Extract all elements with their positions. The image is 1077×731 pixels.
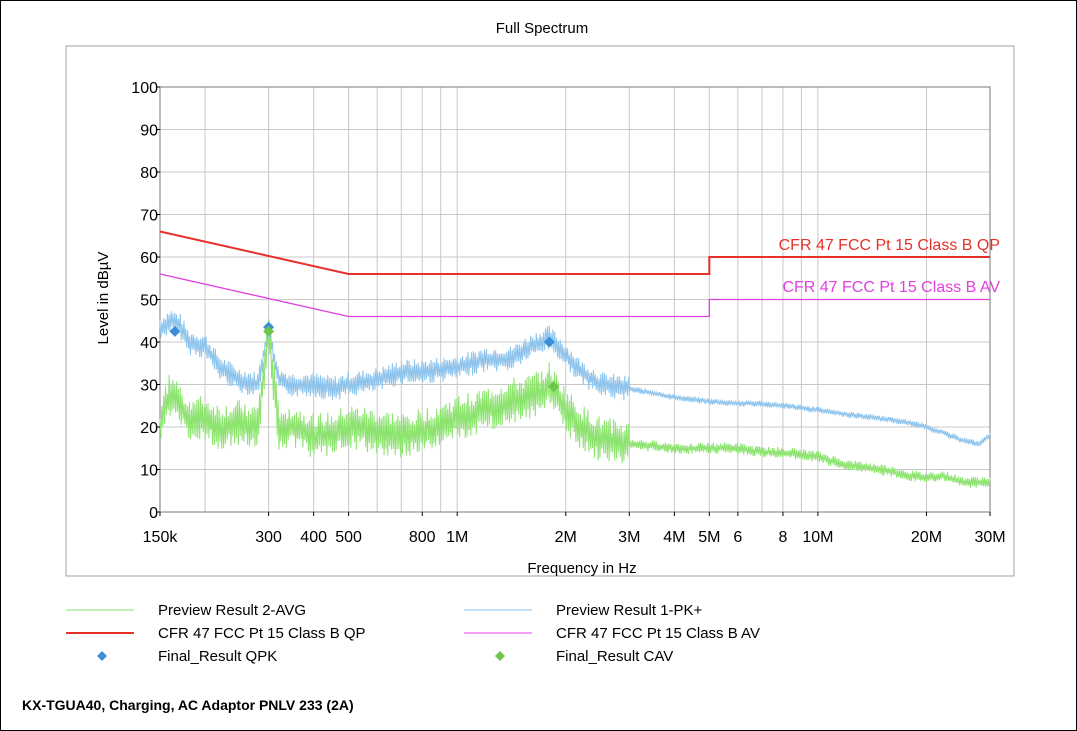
- y-tick-label: 80: [140, 165, 158, 182]
- legend-label: Final_Result QPK: [158, 648, 277, 665]
- legend-label: CFR 47 FCC Pt 15 Class B QP: [158, 625, 366, 642]
- final-result-markers: [169, 321, 560, 393]
- legend-label: Preview Result 1-PK+: [556, 602, 703, 619]
- y-tick-label: 0: [149, 505, 158, 522]
- x-tick-label: 1M: [446, 529, 468, 546]
- trace-0: [159, 311, 991, 448]
- y-tick-label: 70: [140, 208, 158, 225]
- x-tick-label: 300: [255, 529, 282, 546]
- legend-swatch-diamond: [495, 651, 505, 661]
- x-tick-label: 2M: [555, 529, 577, 546]
- y-tick-label: 60: [140, 250, 158, 267]
- trace-1: [159, 319, 991, 489]
- chart-panel: [65, 45, 1015, 577]
- av-limit-line: [159, 273, 990, 318]
- x-tick-label: 400: [300, 529, 327, 546]
- result-marker: [263, 325, 275, 337]
- x-tick-label: 150k: [143, 529, 179, 546]
- x-tick-label: 500: [335, 529, 362, 546]
- x-tick-label: 10M: [802, 529, 833, 546]
- y-tick-label: 20: [140, 420, 158, 437]
- limit-lines: [159, 230, 990, 318]
- x-tick-label: 30M: [974, 529, 1005, 546]
- qp-limit-label: CFR 47 FCC Pt 15 Class B QP: [779, 237, 1000, 254]
- legend: Preview Result 2-AVG Preview Result 1-PK+…: [66, 602, 760, 665]
- result-marker: [548, 381, 560, 393]
- result-marker: [169, 325, 181, 337]
- axis-ticks: 0 10 20 30 40 50 60 70 80 90 100 150k 300 400 500 800 1M…: [131, 80, 1005, 546]
- legend-label: Final_Result CAV: [556, 648, 673, 665]
- x-tick-label: 5M: [698, 529, 720, 546]
- y-axis-label: Level in dBµV: [95, 252, 112, 345]
- y-tick-label: 10: [140, 463, 158, 480]
- chart-title: Full Spectrum: [496, 20, 589, 37]
- legend-label: Preview Result 2-AVG: [158, 602, 306, 619]
- x-tick-label: 20M: [911, 529, 942, 546]
- av-limit-label: CFR 47 FCC Pt 15 Class B AV: [782, 279, 1000, 296]
- y-tick-label: 90: [140, 123, 158, 140]
- x-tick-label: 4M: [663, 529, 685, 546]
- y-tick-label: 40: [140, 335, 158, 352]
- y-tick-label: 30: [140, 378, 158, 395]
- y-tick-label: 50: [140, 293, 158, 310]
- x-tick-label: 800: [409, 529, 436, 546]
- x-tick-label: 3M: [618, 529, 640, 546]
- legend-swatch-diamond: [97, 651, 107, 661]
- result-marker: [543, 336, 555, 348]
- x-tick-label: 6: [733, 529, 742, 546]
- y-tick-label: 100: [131, 80, 158, 97]
- legend-label: CFR 47 FCC Pt 15 Class B AV: [556, 625, 760, 642]
- qp-limit-line: [159, 230, 990, 275]
- x-axis-label: Frequency in Hz: [527, 560, 636, 577]
- x-tick-label: 8: [778, 529, 787, 546]
- test-description: KX-TGUA40, Charging, AC Adaptor PNLV 233…: [22, 697, 354, 713]
- traces: [159, 311, 991, 489]
